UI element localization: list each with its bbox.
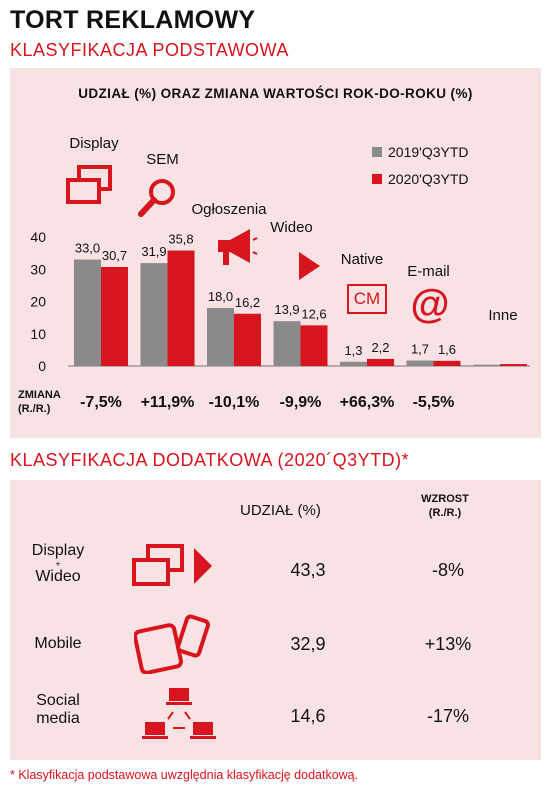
row-growth-value: +13% (424, 634, 472, 654)
column-header-growth: WZROST (R./R.) (410, 492, 480, 520)
bar-value-label: 1,7 (411, 342, 429, 357)
category-label: E-mail (407, 263, 450, 280)
legend-item-2020: 2020'Q3YTD (372, 171, 469, 187)
y-tick-label: 40 (30, 229, 46, 245)
change-label: ZMIANA (R./R.) (18, 389, 61, 415)
bar-2019q3ytd (340, 361, 367, 366)
section-title-primary: KLASYFIKACJA PODSTAWOWA (10, 40, 289, 60)
magnifier-icon (138, 179, 175, 217)
change-value: -7,5% (80, 394, 122, 411)
legend-label-2020: 2020'Q3YTD (388, 171, 469, 187)
y-tick-label: 30 (30, 261, 46, 277)
row-label-mobile: Mobile (34, 635, 82, 652)
legend-label-2019: 2019'Q3YTD (388, 144, 469, 160)
secondary-panel: UDZIAŁ (%) WZROST (R./R.) Display + Wide… (10, 480, 541, 760)
row-label-line: Wideo (35, 568, 81, 585)
chart-title: UDZIAŁ (%) ORAZ ZMIANA WARTOŚCI ROK-DO-R… (78, 86, 473, 101)
row-growth-value: -8% (431, 560, 464, 580)
chart-panel: UDZIAŁ (%) ORAZ ZMIANA WARTOŚCI ROK-DO-R… (10, 68, 541, 438)
category-label: Display (69, 135, 119, 152)
column-header-growth-line2: (R./R.) (428, 507, 462, 519)
bar-2020q3ytd (367, 358, 394, 366)
bar-2019q3ytd (473, 364, 500, 366)
megaphone-icon (218, 229, 258, 265)
y-tick-label: 20 (30, 294, 46, 310)
legend-swatch-red (372, 174, 382, 184)
row-label-line: media (36, 710, 80, 727)
row-label-line: + (55, 559, 61, 569)
change-value: +11,9% (140, 394, 195, 411)
bar-value-label: 2,2 (371, 340, 389, 355)
row-label-social-media: Social media (18, 692, 98, 728)
bar-2019q3ytd (273, 321, 301, 366)
column-header-share: UDZIAŁ (%) (240, 502, 321, 519)
native-cm-icon: CM (347, 284, 387, 314)
change-value: +66,3% (339, 394, 395, 411)
row-share-value: 14,6 (290, 706, 326, 726)
at-icon: @ (410, 282, 450, 326)
row-label-line: Display (31, 542, 85, 559)
footnote: * Klasyfikacja podstawowa uwzględnia kla… (10, 768, 359, 782)
bar-value-label: 1,3 (344, 343, 362, 358)
legend-swatch-gray (372, 147, 382, 157)
category-label: SEM (146, 151, 179, 168)
y-tick-label: 0 (38, 358, 46, 374)
bar-2019q3ytd (140, 263, 168, 366)
category-label: Ogłoszenia (191, 201, 267, 218)
bar-2020q3ytd (500, 364, 527, 366)
change-value: -9,9% (279, 394, 322, 411)
row-share-value: 32,9 (290, 634, 326, 654)
bar-2020q3ytd (101, 266, 128, 366)
row-share-value: 43,3 (290, 560, 326, 580)
bar-value-label: 13,9 (274, 302, 299, 317)
bar-value-label: 33,0 (75, 241, 100, 256)
bar-2019q3ytd (207, 307, 234, 366)
bar-2020q3ytd (433, 360, 461, 366)
play-icon (299, 252, 320, 280)
bar-value-label: 31,9 (141, 244, 166, 259)
category-label: Native (341, 251, 384, 268)
category-label: Inne (488, 307, 517, 324)
column-header-growth-line1: WZROST (421, 493, 469, 505)
y-tick-label: 10 (30, 326, 46, 342)
tablet-phone-icon (134, 614, 210, 674)
bar-value-label: 18,0 (208, 289, 233, 304)
bar-value-label: 35,8 (168, 232, 193, 247)
bar-value-label: 1,6 (438, 342, 456, 357)
bar-value-label: 16,2 (235, 295, 260, 310)
section-title-secondary: KLASYFIKACJA DODATKOWA (2020´Q3YTD)* (10, 450, 410, 470)
row-label-display-wideo: Display + Wideo (18, 542, 98, 586)
bar-2019q3ytd (406, 360, 434, 366)
bar-2020q3ytd (234, 313, 261, 366)
social-network-icon (142, 688, 216, 739)
row-label-line: Social (36, 692, 80, 709)
display-windows-icon (66, 165, 112, 204)
bar-value-label: 12,6 (301, 306, 326, 321)
bar-value-label: 30,7 (102, 248, 127, 263)
page-title: TORT REKLAMOWY (10, 6, 256, 34)
bar-2019q3ytd (74, 259, 101, 366)
change-value: -10,1% (208, 394, 260, 411)
legend-item-2019: 2019'Q3YTD (372, 144, 469, 160)
category-label: Wideo (270, 219, 313, 236)
bar-2020q3ytd (167, 250, 195, 366)
row-growth-value: -17% (426, 706, 470, 726)
display-video-icon (132, 544, 212, 586)
change-value: -5,5% (412, 394, 455, 411)
bar-2020q3ytd (300, 325, 328, 366)
